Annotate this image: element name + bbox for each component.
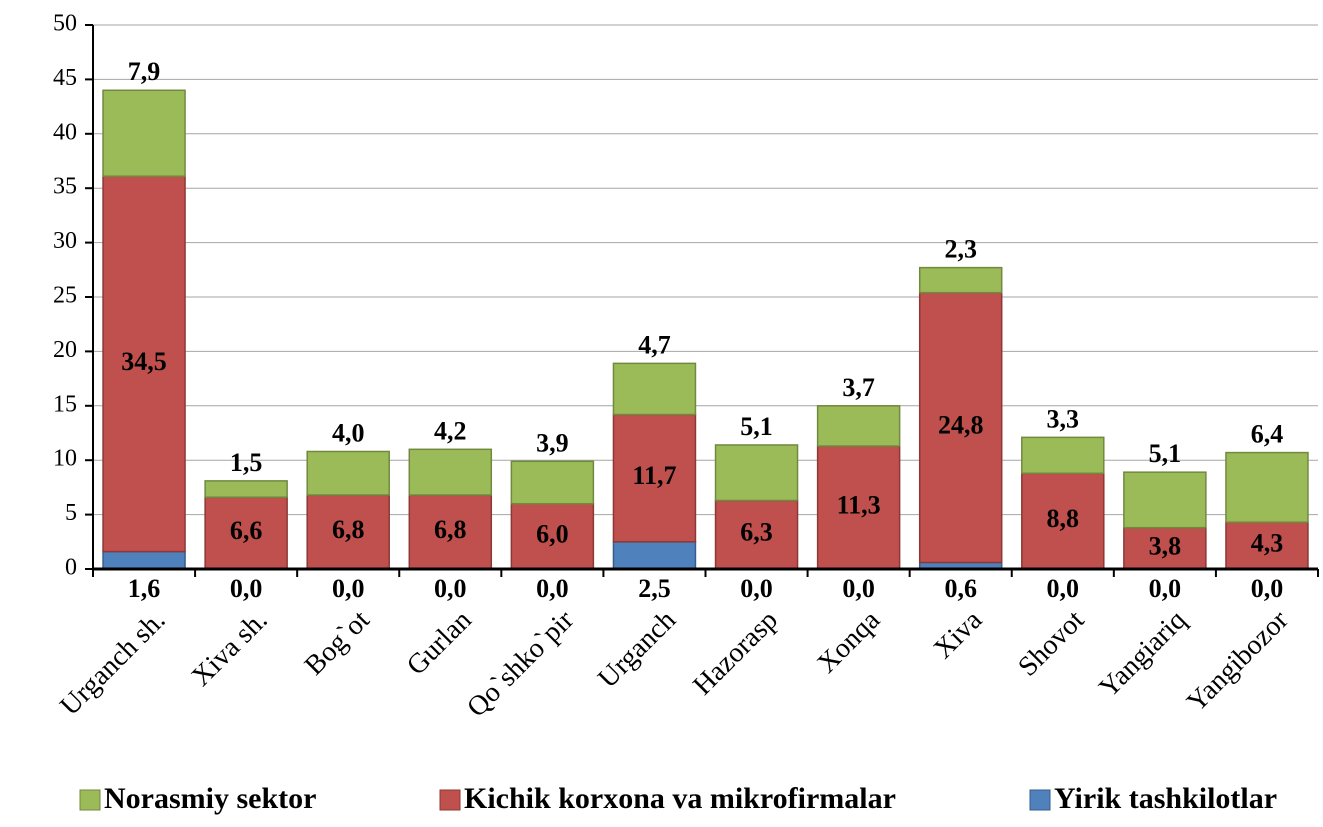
y-tick-label: 0: [65, 555, 77, 581]
bar-segment: [102, 550, 186, 570]
bar-segment: [1225, 451, 1309, 523]
x-tick-label: Urganch: [592, 605, 682, 695]
bar-segment: [102, 175, 186, 553]
bar-segment: [1123, 471, 1207, 529]
x-tick-label: Gurlan: [401, 605, 478, 682]
bar-segment: [918, 266, 1003, 294]
legend-label: Yirik tashkilotlar: [1054, 782, 1277, 815]
data-label: 3,9: [536, 428, 569, 457]
y-tick-label: 10: [53, 446, 77, 472]
data-label: 4,2: [434, 416, 467, 445]
bar-segment: [714, 499, 799, 570]
data-label: 24,8: [938, 411, 984, 440]
bar-segment: [816, 405, 901, 447]
y-tick-label: 15: [53, 391, 77, 417]
data-label: 0,0: [434, 574, 467, 603]
legend-swatch: [1029, 789, 1051, 811]
y-tick-label: 30: [53, 228, 77, 254]
y-tick-label: 50: [53, 11, 77, 37]
x-tick-label: Yangibozor: [1181, 604, 1295, 718]
data-label: 11,3: [837, 490, 881, 519]
y-tick-label: 5: [65, 500, 77, 526]
data-label: 0,0: [536, 574, 569, 603]
data-label: 3,7: [842, 373, 875, 402]
data-label: 6,8: [434, 515, 467, 544]
bar-segment: [510, 502, 595, 570]
y-tick-label: 45: [53, 65, 77, 91]
data-label: 8,8: [1047, 504, 1080, 533]
bar-segment: [306, 450, 390, 496]
bar-segment: [510, 460, 595, 505]
data-label: 4,7: [638, 330, 671, 359]
x-tick-label: Xiva: [928, 604, 989, 665]
x-tick-label: Urganch sh.: [54, 605, 171, 722]
data-label: 11,7: [632, 461, 676, 490]
x-tick-label: Xonqa: [811, 604, 886, 679]
data-label: 6,3: [740, 518, 773, 547]
data-label: 6,4: [1251, 420, 1284, 449]
bar-segment: [612, 362, 697, 416]
bar-segment: [918, 291, 1003, 564]
bar-segment: [714, 444, 799, 502]
y-tick-label: 40: [53, 119, 77, 145]
x-tick-label: Bog`ot: [299, 604, 376, 681]
bar-segment: [1021, 436, 1105, 475]
data-label: 0,6: [944, 574, 977, 603]
bar-segment: [612, 413, 697, 543]
bar-segment: [816, 445, 901, 570]
bar-segment: [1021, 472, 1105, 570]
x-tick-label: Qo`shko`pir: [461, 604, 580, 723]
bar-segment: [408, 448, 493, 496]
legend-label: Norasmiy sektor: [104, 782, 316, 815]
data-label: 0,0: [1251, 574, 1284, 603]
data-label: 0,0: [230, 574, 263, 603]
data-label: 6,8: [332, 515, 365, 544]
data-label: 7,9: [128, 57, 161, 86]
y-tick-label: 35: [53, 174, 77, 200]
data-label: 1,5: [230, 448, 263, 477]
data-label: 5,1: [740, 412, 773, 441]
data-label: 0,0: [842, 574, 875, 603]
legend-swatch: [79, 789, 101, 811]
data-label: 6,6: [230, 516, 263, 545]
data-label: 34,5: [121, 347, 167, 376]
data-label: 0,0: [740, 574, 773, 603]
data-label: 1,6: [128, 574, 161, 603]
data-label: 4,0: [332, 418, 365, 447]
bar-segment: [204, 496, 288, 570]
data-label: 3,3: [1047, 404, 1080, 433]
data-label: 0,0: [1149, 574, 1182, 603]
y-tick-label: 25: [53, 283, 77, 309]
data-label: 5,1: [1149, 439, 1182, 468]
x-tick-label: Yangiariq: [1093, 605, 1192, 704]
y-tick-label: 20: [53, 337, 77, 363]
data-label: 0,0: [1047, 574, 1080, 603]
data-label: 6,0: [536, 519, 569, 548]
x-tick-label: Hazorasp: [687, 605, 784, 702]
bar-segment: [204, 480, 288, 498]
data-label: 2,3: [944, 235, 977, 264]
bar-segment: [612, 541, 697, 570]
legend-swatch: [439, 789, 461, 811]
data-label: 0,0: [332, 574, 365, 603]
data-label: 3,8: [1149, 531, 1182, 560]
bar-segment: [102, 89, 186, 177]
x-tick-label: Xiva sh.: [186, 605, 274, 693]
legend-label: Kichik korxona va mikrofirmalar: [464, 782, 896, 815]
data-label: 2,5: [638, 574, 671, 603]
data-label: 4,3: [1251, 529, 1284, 558]
x-tick-label: Shovot: [1012, 604, 1090, 682]
